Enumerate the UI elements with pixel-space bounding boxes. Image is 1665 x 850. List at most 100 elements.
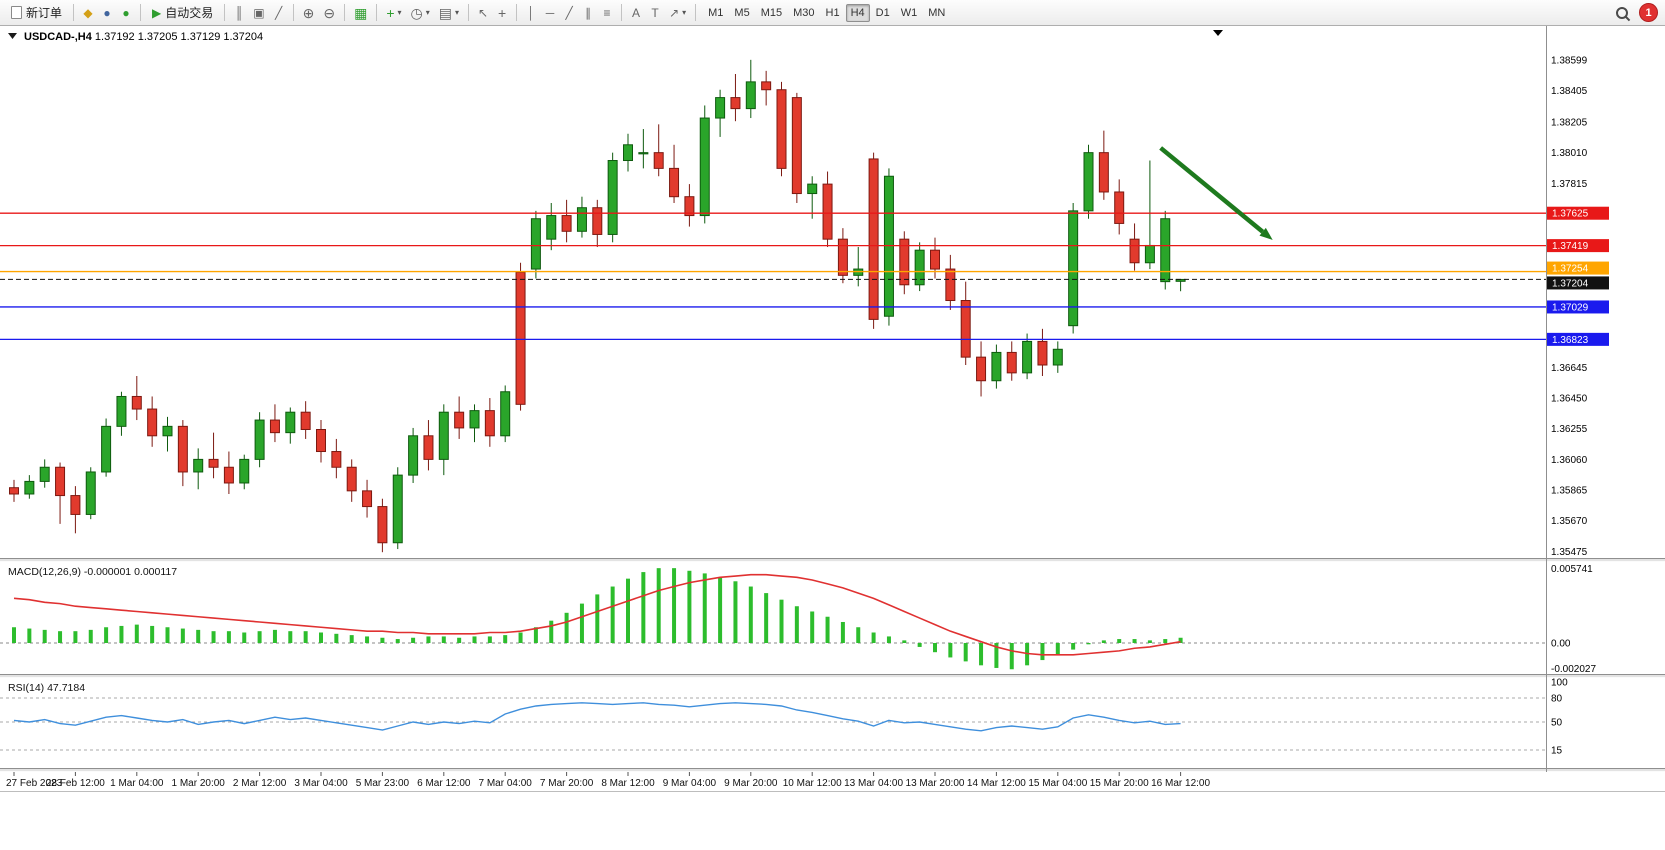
rsi-label: RSI(14) 47.7184 [8,682,85,694]
arrows-tool-button[interactable]: ↗ ▾ [665,3,690,23]
candle-body [116,395,127,427]
candle-body [285,411,296,434]
macd-histogram-bar [917,643,922,647]
macd-histogram-bar [104,627,109,643]
candle-body [1037,340,1048,366]
macd-histogram-bar [27,628,32,643]
horizontal-line-button[interactable]: ─ [541,3,559,23]
market-watch-button[interactable]: ◆ [79,3,97,23]
time-axis-label: 9 Mar 04:00 [663,778,717,789]
periods-button[interactable]: ◷ ▾ [407,3,434,23]
macd-histogram-bar [794,606,799,643]
timeframe-mn[interactable]: MN [923,4,950,22]
time-axis-label: 14 Mar 12:00 [967,778,1026,789]
trend-arrow-annotation[interactable] [1159,146,1273,240]
macd-histogram-bar [533,627,538,643]
macd-histogram-bar [411,637,416,643]
panel-divider[interactable] [0,558,1665,562]
candle-body [1098,152,1109,193]
community-button[interactable]: ● [117,3,135,23]
new-order-button[interactable]: 新订单 [5,3,68,23]
toolbar-separator [292,4,294,21]
panel-divider[interactable] [0,674,1665,678]
line-chart-button[interactable]: ╱ [270,3,288,23]
price-badge: 1.36823 [1547,332,1609,346]
candle-body [991,351,1002,382]
bar-chart-button[interactable]: ║ [230,3,248,23]
panel-divider[interactable] [0,768,1665,772]
candle-body [469,410,480,429]
time-axis-label: 10 Mar 12:00 [783,778,842,789]
macd-scale-label: 0.00 [1551,639,1571,650]
add-indicator-button[interactable]: + ▾ [382,3,405,23]
macd-histogram-bar [88,629,93,643]
timeframe-m1[interactable]: M1 [703,4,728,22]
timeframe-d1[interactable]: D1 [871,4,895,22]
candle-body [377,506,388,544]
candle-body [730,97,741,110]
time-axis-label: 8 Mar 12:00 [601,778,655,789]
macd-panel: MACD(12,26,9) -0.000001 0.000117 0.005741… [0,564,1596,675]
channel-button[interactable]: ∥ [579,3,597,23]
time-axis-label: 15 Mar 04:00 [1028,778,1087,789]
candle-body [761,81,772,91]
macd-histogram-bar [42,629,47,643]
arrows-icon: ↗ [669,5,680,20]
price-badge: 1.37204 [1547,276,1609,290]
macd-histogram-bar [380,637,385,643]
time-axis-label: 7 Mar 04:00 [479,778,533,789]
chevron-down-icon: ▾ [397,8,402,17]
profile-button[interactable]: ● [98,3,116,23]
one-click-trading-icon[interactable] [8,33,17,39]
macd-histogram-bar [933,643,937,653]
toolbar-separator [73,4,75,21]
macd-histogram-bar [1178,637,1183,643]
price-badge: 1.37029 [1547,300,1609,314]
candlestick-chart-button[interactable]: ▣ [249,3,268,23]
svg-text:1.36823: 1.36823 [1552,335,1589,346]
candle-body [331,451,342,468]
chart-title: USDCAD-,H4 1.37192 1.37205 1.37129 1.372… [8,31,263,43]
search-icon[interactable] [1614,5,1630,21]
zoom-in-button[interactable]: ⊕ [299,3,319,23]
time-axis-label: 5 Mar 23:00 [356,778,410,789]
crosshair-button[interactable]: + [493,3,511,23]
timeframe-m5[interactable]: M5 [729,4,754,22]
timeframe-h4[interactable]: H4 [845,3,870,22]
chevron-down-icon: ▾ [682,8,687,17]
tile-windows-button[interactable]: ▦ [350,3,371,23]
timeframe-m30[interactable]: M30 [788,4,819,22]
macd-histogram-bar [948,643,953,658]
auto-trading-play-icon: ▶ [152,5,162,20]
candle-body [24,480,35,495]
cursor-button[interactable]: ↖ [474,3,492,23]
macd-histogram-bar [58,631,63,643]
new-order-label: 新订单 [26,6,63,20]
candle-body [776,89,787,169]
svg-text:1.37254: 1.37254 [1552,264,1589,275]
macd-histogram-bar [1086,643,1091,645]
timeframe-w1[interactable]: W1 [896,4,923,22]
timeframe-h1[interactable]: H1 [821,4,845,22]
vertical-line-button[interactable]: │ [522,3,540,23]
macd-histogram-bar [73,631,78,643]
candle-body [101,425,112,473]
macd-histogram-bar [395,639,400,643]
trendline-button[interactable]: ╱ [560,3,578,23]
candles-layer [9,59,1186,553]
chart-shift-marker[interactable] [1213,30,1223,36]
candle-body [223,466,234,484]
auto-trading-button[interactable]: ▶ 自动交易 [146,3,219,23]
notification-badge[interactable]: 1 [1639,3,1658,22]
templates-button[interactable]: ▤ ▾ [435,3,463,23]
zoom-out-button[interactable]: ⊖ [319,3,339,23]
timeframe-m15[interactable]: M15 [756,4,787,22]
chart-canvas[interactable]: 1.38599 1.38405 1.38205 1.38010 1.37815 1.366… [0,26,1665,845]
fibonacci-button[interactable]: ≡ [598,3,616,23]
macd-histogram-bar [226,631,231,643]
text-tool-button[interactable]: A [627,3,645,23]
candle-body [515,271,526,405]
text-label-button[interactable]: T [646,3,664,23]
candle-body [39,466,50,482]
